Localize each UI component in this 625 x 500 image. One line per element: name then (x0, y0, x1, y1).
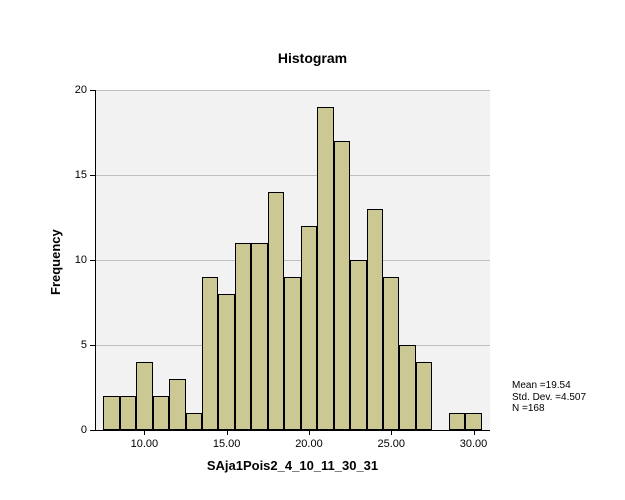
histogram-bar (367, 209, 383, 430)
histogram-bar (136, 362, 152, 430)
histogram-bar (235, 243, 251, 430)
histogram-chart: Histogram Frequency 05101520 10.0015.002… (0, 0, 625, 500)
x-axis-label: SAja1Pois2_4_10_11_30_31 (95, 458, 490, 473)
histogram-bar (120, 396, 136, 430)
histogram-bar (218, 294, 234, 430)
y-tick-label: 20 (57, 84, 87, 96)
histogram-bar (186, 413, 202, 430)
stats-mean: Mean =19.54 (512, 380, 586, 392)
y-axis-line (95, 90, 96, 430)
stats-box: Mean =19.54 Std. Dev. =4.507 N =168 (512, 380, 586, 415)
x-tick-label: 15.00 (202, 438, 252, 450)
histogram-bar (334, 141, 350, 430)
y-tick-label: 0 (57, 424, 87, 436)
histogram-bar (301, 226, 317, 430)
histogram-bar (350, 260, 366, 430)
y-tick-label: 10 (57, 254, 87, 266)
x-tick-label: 25.00 (366, 438, 416, 450)
stats-std: Std. Dev. =4.507 (512, 392, 586, 404)
histogram-bar (449, 413, 465, 430)
histogram-bar (399, 345, 415, 430)
x-tick-label: 30.00 (449, 438, 499, 450)
y-tick-label: 5 (57, 339, 87, 351)
histogram-bar (202, 277, 218, 430)
histogram-bar (383, 277, 399, 430)
histogram-bar (103, 396, 119, 430)
histogram-bar (416, 362, 432, 430)
histogram-bar (169, 379, 185, 430)
x-axis-line (95, 430, 490, 431)
histogram-bar (317, 107, 333, 430)
x-tick-label: 20.00 (284, 438, 334, 450)
histogram-bar (268, 192, 284, 430)
stats-n: N =168 (512, 403, 586, 415)
chart-title: Histogram (0, 50, 625, 66)
x-tick-label: 10.00 (119, 438, 169, 450)
histogram-bar (153, 396, 169, 430)
plot-area (95, 90, 490, 430)
histogram-bar (284, 277, 300, 430)
histogram-bar (465, 413, 481, 430)
histogram-bar (251, 243, 267, 430)
y-tick-label: 15 (57, 169, 87, 181)
